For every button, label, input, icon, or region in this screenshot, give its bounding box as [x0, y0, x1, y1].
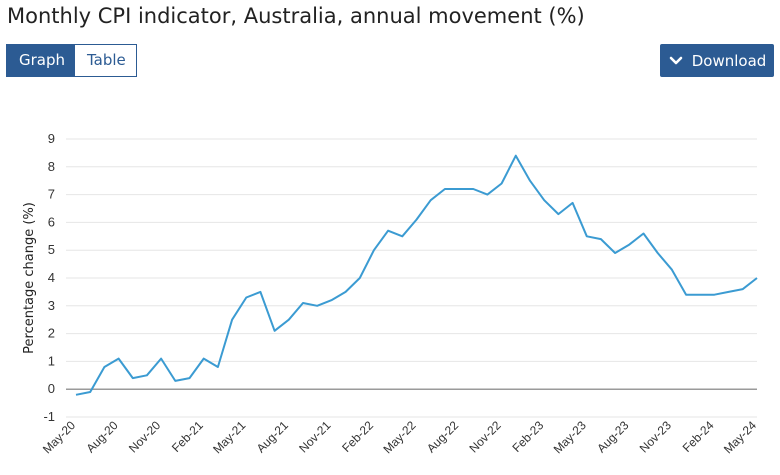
- view-toggle: Graph Table: [6, 44, 137, 77]
- data-point[interactable]: [87, 389, 93, 395]
- data-point[interactable]: [229, 317, 235, 323]
- y-tick-label: 2: [48, 326, 55, 341]
- x-tick-label: May-24: [721, 418, 759, 456]
- data-point[interactable]: [286, 317, 292, 323]
- x-tick-label: Aug-21: [254, 418, 291, 455]
- data-point[interactable]: [314, 303, 320, 309]
- data-point[interactable]: [385, 228, 391, 234]
- data-point[interactable]: [428, 197, 434, 203]
- data-point[interactable]: [669, 267, 675, 273]
- data-point[interactable]: [697, 292, 703, 298]
- x-tick-label: Feb-24: [680, 418, 717, 455]
- x-tick-label: Feb-23: [510, 418, 547, 455]
- download-button[interactable]: Download: [660, 44, 774, 77]
- data-point[interactable]: [754, 275, 760, 281]
- y-tick-label: 9: [48, 131, 55, 146]
- data-point[interactable]: [484, 192, 490, 198]
- series-layer: [73, 153, 760, 398]
- data-point[interactable]: [470, 186, 476, 192]
- data-point[interactable]: [215, 364, 221, 370]
- table-tab-button[interactable]: Table: [75, 45, 136, 76]
- y-tick-label: 0: [48, 381, 55, 396]
- data-point[interactable]: [513, 153, 519, 159]
- data-point[interactable]: [584, 233, 590, 239]
- grid-lines: [66, 138, 757, 418]
- y-tick-label: 7: [48, 187, 55, 202]
- x-tick-label: Aug-22: [424, 418, 461, 455]
- y-tick-label: 3: [48, 298, 55, 313]
- data-point[interactable]: [343, 289, 349, 295]
- graph-tab-button[interactable]: Graph: [7, 45, 75, 76]
- x-axis-ticks: May-20 Aug-20 Nov-20 Feb-21 May-21 Aug-21 Nov-…: [40, 418, 759, 456]
- x-tick-label: Aug-23: [594, 418, 631, 455]
- y-tick-label: 1: [48, 353, 55, 368]
- y-axis-title: Percentage change (%): [22, 202, 37, 354]
- data-point[interactable]: [172, 378, 178, 384]
- data-point[interactable]: [328, 297, 334, 303]
- data-point[interactable]: [598, 236, 604, 242]
- data-point[interactable]: [541, 197, 547, 203]
- data-point[interactable]: [626, 242, 632, 248]
- x-tick-label: Feb-21: [169, 418, 206, 455]
- page-title: Monthly CPI indicator, Australia, annual…: [7, 4, 585, 28]
- data-point[interactable]: [414, 217, 420, 223]
- x-tick-label: Aug-20: [83, 418, 120, 455]
- data-point[interactable]: [357, 275, 363, 281]
- y-tick-label: -1: [43, 409, 55, 424]
- data-point[interactable]: [300, 300, 306, 306]
- data-point[interactable]: [73, 392, 79, 398]
- data-point[interactable]: [371, 247, 377, 253]
- data-point[interactable]: [612, 250, 618, 256]
- x-tick-label: Nov-23: [637, 418, 674, 455]
- series-line: [75, 154, 758, 396]
- data-point[interactable]: [683, 292, 689, 298]
- data-point[interactable]: [201, 356, 207, 362]
- x-tick-label: Nov-21: [296, 418, 333, 455]
- chevron-down-icon: [669, 56, 683, 64]
- data-point[interactable]: [555, 211, 561, 217]
- download-label: Download: [691, 51, 767, 70]
- data-point[interactable]: [442, 186, 448, 192]
- data-point[interactable]: [130, 375, 136, 381]
- y-tick-label: 8: [48, 159, 55, 174]
- y-tick-label: 4: [48, 270, 55, 285]
- data-point[interactable]: [144, 372, 150, 378]
- data-point[interactable]: [187, 375, 193, 381]
- data-point[interactable]: [570, 200, 576, 206]
- data-point[interactable]: [116, 356, 122, 362]
- data-point[interactable]: [641, 231, 647, 237]
- y-axis-ticks: -1 0 1 2 3 4 5 6 7 8 9: [43, 131, 55, 424]
- x-tick-label: May-21: [210, 418, 248, 456]
- data-point[interactable]: [655, 250, 661, 256]
- data-point[interactable]: [726, 289, 732, 295]
- data-point[interactable]: [158, 356, 164, 362]
- data-point[interactable]: [243, 294, 249, 300]
- data-point[interactable]: [101, 364, 107, 370]
- data-point[interactable]: [456, 186, 462, 192]
- y-tick-label: 5: [48, 242, 55, 257]
- x-tick-label: Nov-22: [466, 418, 503, 455]
- data-point[interactable]: [711, 292, 717, 298]
- data-point[interactable]: [740, 286, 746, 292]
- data-point[interactable]: [499, 180, 505, 186]
- x-tick-label: May-23: [551, 418, 589, 456]
- data-point[interactable]: [257, 289, 263, 295]
- data-point[interactable]: [527, 178, 533, 184]
- data-point[interactable]: [399, 233, 405, 239]
- x-tick-label: Nov-20: [126, 418, 163, 455]
- y-tick-label: 6: [48, 214, 55, 229]
- x-tick-label: Feb-22: [339, 418, 376, 455]
- data-point[interactable]: [272, 328, 278, 334]
- x-tick-label: May-22: [380, 418, 418, 456]
